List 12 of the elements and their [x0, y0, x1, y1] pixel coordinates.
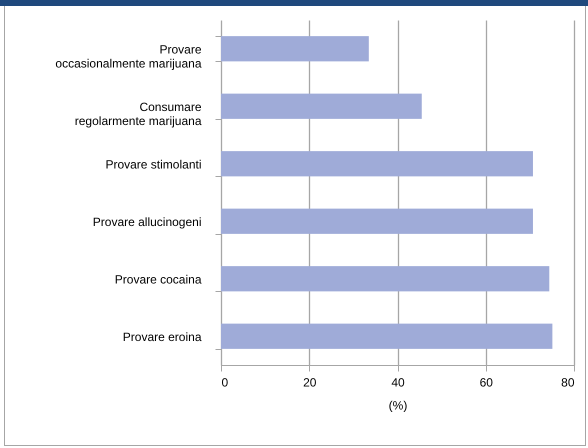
- x-tick-label: 60: [480, 376, 494, 390]
- y-tick-label: Provare allucinogeni: [92, 214, 202, 229]
- y-tick-label: Consumare regolarmente marijuana: [74, 100, 202, 128]
- x-tick-label: 20: [303, 376, 317, 390]
- y-tick-label: Provare cocaina: [114, 272, 202, 286]
- x-tick-label: 40: [391, 376, 405, 390]
- y-tick-label: Provare stimolanti: [105, 157, 202, 172]
- y-tick-label: Provare occasionalmente marijuana: [55, 42, 202, 70]
- x-tick-label: 0: [222, 376, 228, 390]
- x-tick-label: 80: [561, 376, 575, 390]
- x-axis-title: (%): [388, 398, 408, 412]
- y-tick-label: Provare eroina: [122, 330, 202, 344]
